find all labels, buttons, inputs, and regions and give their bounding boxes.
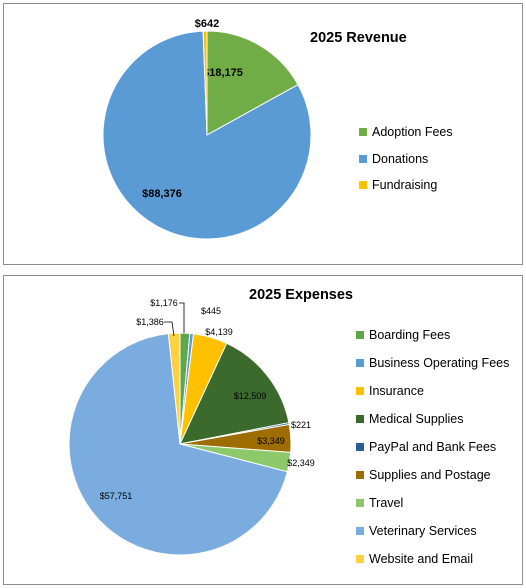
legend-item-veterinary-services: Veterinary Services xyxy=(356,517,509,545)
legend-label: Donations xyxy=(372,151,429,166)
legend-swatch xyxy=(359,181,367,190)
legend-swatch xyxy=(356,499,364,507)
legend-label: PayPal and Bank Fees xyxy=(369,440,497,454)
legend-label: Website and Email xyxy=(369,552,473,566)
leader-line-website-and-email xyxy=(164,321,175,337)
legend-label: Veterinary Services xyxy=(369,524,477,538)
legend-swatch xyxy=(356,415,364,423)
revenue-pie-svg: $18,175 $88,376 $642 xyxy=(102,18,312,240)
legend-swatch xyxy=(356,331,364,339)
data-label-travel: $2,349 xyxy=(287,458,315,468)
legend-item-paypal-and-bank-fees: PayPal and Bank Fees xyxy=(356,433,509,461)
expenses-chart-title: 2025 Expenses xyxy=(249,287,353,303)
legend-item-medical-supplies: Medical Supplies xyxy=(356,405,509,433)
leader-line-boarding-fees xyxy=(179,302,185,333)
legend-label: Insurance xyxy=(369,384,424,398)
legend-item-travel: Travel xyxy=(356,489,509,517)
legend-label: Medical Supplies xyxy=(369,412,464,426)
legend-item-supplies-and-postage: Supplies and Postage xyxy=(356,461,509,489)
legend-swatch xyxy=(356,471,364,479)
legend-label: Boarding Fees xyxy=(369,328,451,342)
pie-slice-adoption-fees xyxy=(206,30,299,136)
legend-item-business-operating-fees: Business Operating Fees xyxy=(356,349,509,377)
data-label-paypal-and-bank-fees: $221 xyxy=(291,420,311,430)
legend-swatch xyxy=(356,443,364,451)
data-label-boarding-fees: $1,176 xyxy=(150,298,178,308)
expenses-chart-panel: $1,176 $445 $4,139 $12,509 $221 $3,349 $2,349 $… xyxy=(3,275,523,585)
legend-label: Supplies and Postage xyxy=(369,468,491,482)
legend-item-website-and-email: Website and Email xyxy=(356,545,509,573)
data-label-fundraising: $642 xyxy=(195,18,219,30)
legend-swatch xyxy=(356,359,364,367)
revenue-legend: Adoption Fees Donations Fundraising xyxy=(359,119,453,199)
legend-swatch xyxy=(359,154,367,163)
revenue-chart-panel: $18,175 $88,376 $642 2025 Revenue Adoption… xyxy=(3,3,523,265)
data-label-veterinary-services: $57,751 xyxy=(100,491,133,501)
legend-label: Travel xyxy=(369,496,404,510)
pie-slice-donations xyxy=(102,30,312,240)
legend-swatch xyxy=(356,387,364,395)
legend-item-fundraising: Fundraising xyxy=(359,172,453,199)
pie-slice-website-and-email xyxy=(167,332,181,445)
data-label-adoption-fees: $18,175 xyxy=(203,67,243,79)
data-label-insurance: $4,139 xyxy=(205,327,233,337)
legend-swatch xyxy=(356,555,364,563)
data-label-website-and-email: $1,386 xyxy=(136,317,164,327)
legend-label: Adoption Fees xyxy=(372,125,453,140)
legend-item-adoption-fees: Adoption Fees xyxy=(359,119,453,146)
expenses-legend: Boarding Fees Business Operating Fees Insu… xyxy=(356,321,509,573)
data-label-business-operating-fees: $445 xyxy=(201,306,221,316)
expenses-pie-svg: $1,176 $445 $4,139 $12,509 $221 $3,349 $2,349 $… xyxy=(68,298,315,556)
data-label-medical-supplies: $12,509 xyxy=(234,391,267,401)
pie-slice-fundraising xyxy=(202,30,208,136)
pie-slice-veterinary-services xyxy=(68,333,289,556)
data-label-donations: $88,376 xyxy=(142,188,182,200)
data-label-supplies-and-postage: $3,349 xyxy=(257,436,285,446)
legend-item-insurance: Insurance xyxy=(356,377,509,405)
legend-label: Fundraising xyxy=(372,178,438,193)
legend-item-boarding-fees: Boarding Fees xyxy=(356,321,509,349)
revenue-chart-title: 2025 Revenue xyxy=(310,30,407,46)
legend-swatch xyxy=(359,128,367,137)
legend-swatch xyxy=(356,527,364,535)
pie-slice-medical-supplies xyxy=(179,342,290,445)
legend-label: Business Operating Fees xyxy=(369,356,510,370)
legend-item-donations: Donations xyxy=(359,146,453,173)
